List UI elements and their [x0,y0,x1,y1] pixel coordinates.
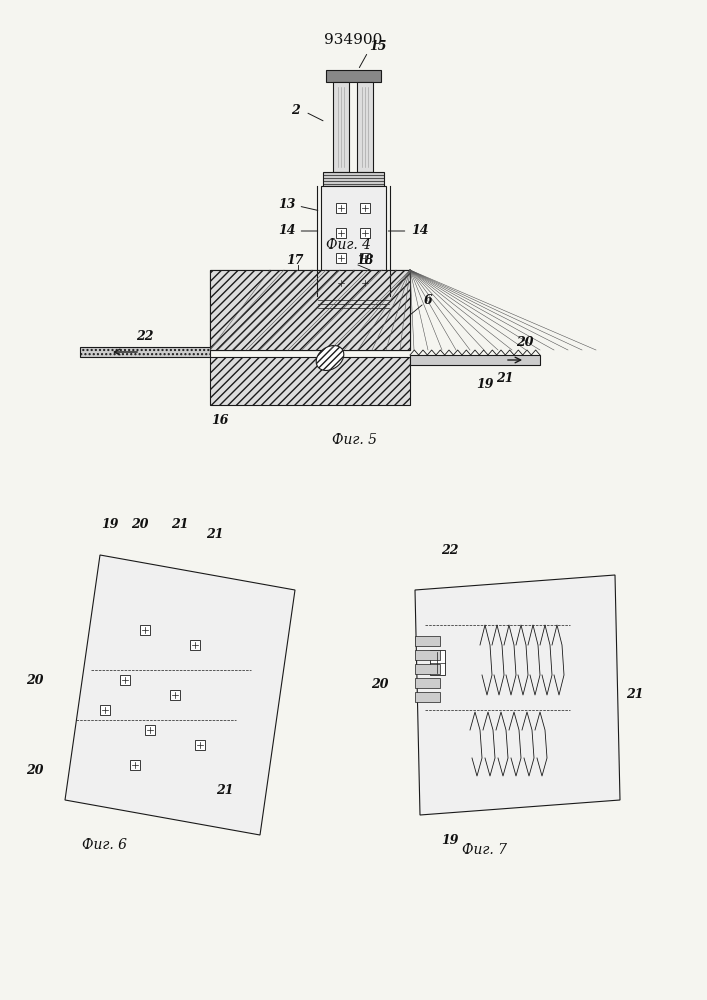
FancyBboxPatch shape [320,186,385,296]
Text: 21: 21 [496,371,514,384]
Text: 20: 20 [26,764,44,776]
Text: Фиг. 7: Фиг. 7 [462,843,508,857]
Bar [170,690,180,700]
Text: 19: 19 [101,518,119,532]
Bar [130,760,140,770]
Text: 2: 2 [291,104,300,116]
Text: 20: 20 [132,518,148,532]
Text: 21: 21 [626,688,644,702]
Bar [415,678,440,688]
Bar [140,625,150,635]
Bar [100,705,110,715]
Text: 20: 20 [26,674,44,686]
FancyBboxPatch shape [210,270,410,350]
FancyBboxPatch shape [336,203,346,213]
Text: 14: 14 [411,225,428,237]
Text: 21: 21 [206,528,223,542]
Bar [415,650,440,660]
FancyBboxPatch shape [333,82,349,172]
Text: 934900: 934900 [324,33,382,47]
Polygon shape [415,575,620,815]
Text: 15: 15 [369,40,387,53]
Text: 20: 20 [371,678,389,692]
FancyBboxPatch shape [360,278,370,288]
Bar [210,270,410,350]
Bar [415,664,440,674]
Text: Фиг. 5: Фиг. 5 [332,433,378,447]
FancyBboxPatch shape [357,82,373,172]
Bar [190,640,200,650]
Text: 22: 22 [136,330,153,344]
Text: Фиг. 6: Фиг. 6 [83,838,127,852]
Text: 14: 14 [278,225,296,237]
FancyBboxPatch shape [360,228,370,238]
Text: 21: 21 [216,784,234,796]
Text: 18: 18 [356,253,374,266]
Text: 13: 13 [278,198,296,211]
FancyBboxPatch shape [360,253,370,263]
FancyBboxPatch shape [322,172,383,186]
Ellipse shape [316,346,344,370]
Text: 22: 22 [441,544,459,556]
Text: 6: 6 [423,294,433,306]
FancyBboxPatch shape [360,203,370,213]
Bar [80,347,210,357]
FancyBboxPatch shape [336,278,346,288]
Polygon shape [65,555,295,835]
FancyBboxPatch shape [336,253,346,263]
Bar [415,692,440,702]
Text: Фиг. 4: Фиг. 4 [325,238,370,252]
Bar [195,740,205,750]
FancyBboxPatch shape [336,228,346,238]
Bar [210,357,410,405]
FancyBboxPatch shape [317,296,389,310]
Text: 19: 19 [441,834,459,846]
Bar [145,725,155,735]
Text: 19: 19 [477,378,493,391]
Bar [415,636,440,646]
Text: 17: 17 [286,253,304,266]
FancyBboxPatch shape [325,70,380,82]
Bar [430,650,445,675]
Bar [410,355,540,365]
Text: 21: 21 [171,518,189,532]
Bar [120,675,130,685]
Text: 16: 16 [211,414,229,426]
Text: 20: 20 [516,336,534,349]
